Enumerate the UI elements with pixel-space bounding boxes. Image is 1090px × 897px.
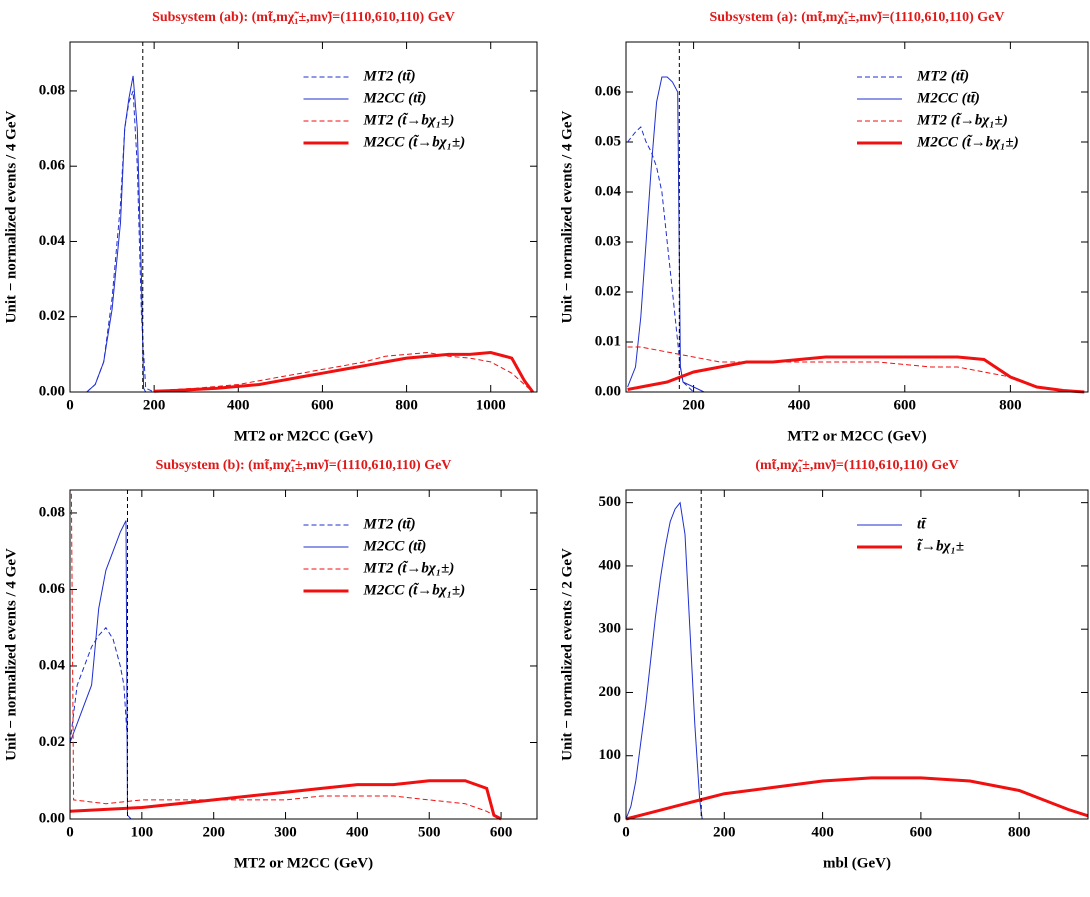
x-tick-label: 200 (713, 824, 736, 840)
series-line (627, 355, 1085, 394)
y-tick-label: 500 (599, 494, 622, 510)
series-line (625, 501, 703, 820)
x-tick-label: 1000 (476, 397, 506, 413)
y-tick-label: 0.03 (595, 233, 621, 249)
x-tick-label: 0 (66, 824, 74, 840)
x-tick-label: 400 (788, 397, 811, 413)
x-tick-label: 800 (395, 397, 418, 413)
y-tick-label: 0.05 (595, 133, 621, 149)
chart-title: (mt̃,mχ̃₁±,mν̃)=(1110,610,110) GeV (755, 457, 958, 473)
series-line (69, 626, 128, 743)
legend-label: M2CC (t̃→bχ₁±) (363, 582, 466, 598)
legend-label: MT2 (tt̄) (916, 68, 969, 84)
series-line (86, 75, 147, 393)
chart-title: Subsystem (ab): (mt̃,mχ̃₁±,mν̃)=(1110,61… (152, 9, 455, 25)
x-tick-label: 400 (227, 397, 250, 413)
x-tick-label: 800 (1008, 824, 1031, 840)
y-tick-label: 0.06 (39, 581, 66, 597)
x-tick-label: 600 (311, 397, 334, 413)
x-tick-label: 100 (131, 824, 154, 840)
series-line (154, 350, 535, 393)
y-tick-label: 0.06 (39, 158, 66, 174)
y-tick-label: 0.02 (595, 283, 621, 299)
legend-label: MT2 (tt̄) (363, 516, 416, 532)
y-axis-label: Unit − normalized events / 2 GeV (559, 548, 575, 761)
x-tick-label: 200 (682, 397, 705, 413)
y-tick-label: 0.04 (595, 183, 622, 199)
x-axis-label: mbl (GeV) (823, 855, 891, 871)
y-tick-label: 0.02 (39, 308, 65, 324)
y-tick-label: 0.01 (595, 333, 621, 349)
y-tick-label: 0 (614, 810, 622, 826)
x-tick-label: 200 (143, 397, 166, 413)
legend-label: MT2 (t̃→bχ₁±) (363, 560, 455, 576)
series-line (70, 493, 502, 820)
x-tick-label: 800 (999, 397, 1022, 413)
series-line (86, 90, 155, 393)
legend-label: M2CC (tt̄) (363, 90, 427, 106)
x-tick-label: 200 (202, 824, 225, 840)
y-axis-label: Unit − normalized events / 4 GeV (3, 110, 19, 323)
series-line (625, 776, 1089, 821)
y-tick-label: 0.00 (39, 810, 65, 826)
legend-label: M2CC (t̃→bχ₁±) (363, 134, 466, 150)
y-axis-label: Unit − normalized events / 4 GeV (3, 548, 19, 761)
legend-label: MT2 (tt̄) (363, 68, 416, 84)
y-tick-label: 0.04 (39, 233, 66, 249)
x-tick-label: 600 (490, 824, 513, 840)
y-tick-label: 0.02 (39, 734, 65, 750)
y-tick-label: 0.04 (39, 657, 66, 673)
y-tick-label: 0.08 (39, 504, 65, 520)
plot-frame (625, 489, 1089, 820)
y-tick-label: 0.00 (595, 383, 621, 399)
x-tick-label: 600 (910, 824, 933, 840)
series-line (627, 346, 1085, 393)
chart-title: Subsystem (b): (mt̃,mχ̃₁±,mν̃)=(1110,610… (156, 457, 452, 473)
y-tick-label: 0.06 (595, 83, 622, 99)
x-axis-label: MT2 or M2CC (GeV) (787, 428, 926, 444)
legend-label: t̃→bχ₁± (917, 538, 964, 554)
y-tick-label: 0.00 (39, 383, 65, 399)
plot-frame (69, 489, 538, 820)
series-line (69, 779, 502, 821)
series-line (627, 76, 705, 393)
y-tick-label: 100 (599, 747, 622, 763)
series-line (69, 520, 132, 820)
legend-label: M2CC (tt̄) (363, 538, 427, 554)
y-tick-label: 0.08 (39, 82, 65, 98)
x-tick-label: 300 (274, 824, 297, 840)
x-tick-label: 0 (622, 824, 630, 840)
x-tick-label: 0 (66, 397, 74, 413)
plot-frame (625, 41, 1089, 393)
series-line (154, 351, 534, 393)
x-axis-label: MT2 or M2CC (GeV) (234, 855, 373, 871)
legend-label: MT2 (t̃→bχ₁±) (916, 112, 1008, 128)
legend-label: M2CC (t̃→bχ₁±) (916, 134, 1019, 150)
x-tick-label: 600 (894, 397, 917, 413)
plot-frame (69, 41, 538, 393)
x-tick-label: 400 (346, 824, 369, 840)
x-axis-label: MT2 or M2CC (GeV) (234, 428, 373, 444)
legend-label: MT2 (t̃→bχ₁±) (363, 112, 455, 128)
y-tick-label: 300 (599, 621, 622, 637)
legend-label: M2CC (tt̄) (916, 90, 980, 106)
x-tick-label: 500 (418, 824, 441, 840)
legend-label: tt̄ (917, 516, 927, 532)
chart-title: Subsystem (a): (mt̃,mχ̃₁±,mν̃)=(1110,610… (709, 9, 1004, 25)
y-tick-label: 200 (599, 684, 622, 700)
x-tick-label: 400 (811, 824, 834, 840)
y-tick-label: 400 (599, 557, 622, 573)
y-axis-label: Unit − normalized events / 4 GeV (559, 110, 575, 323)
